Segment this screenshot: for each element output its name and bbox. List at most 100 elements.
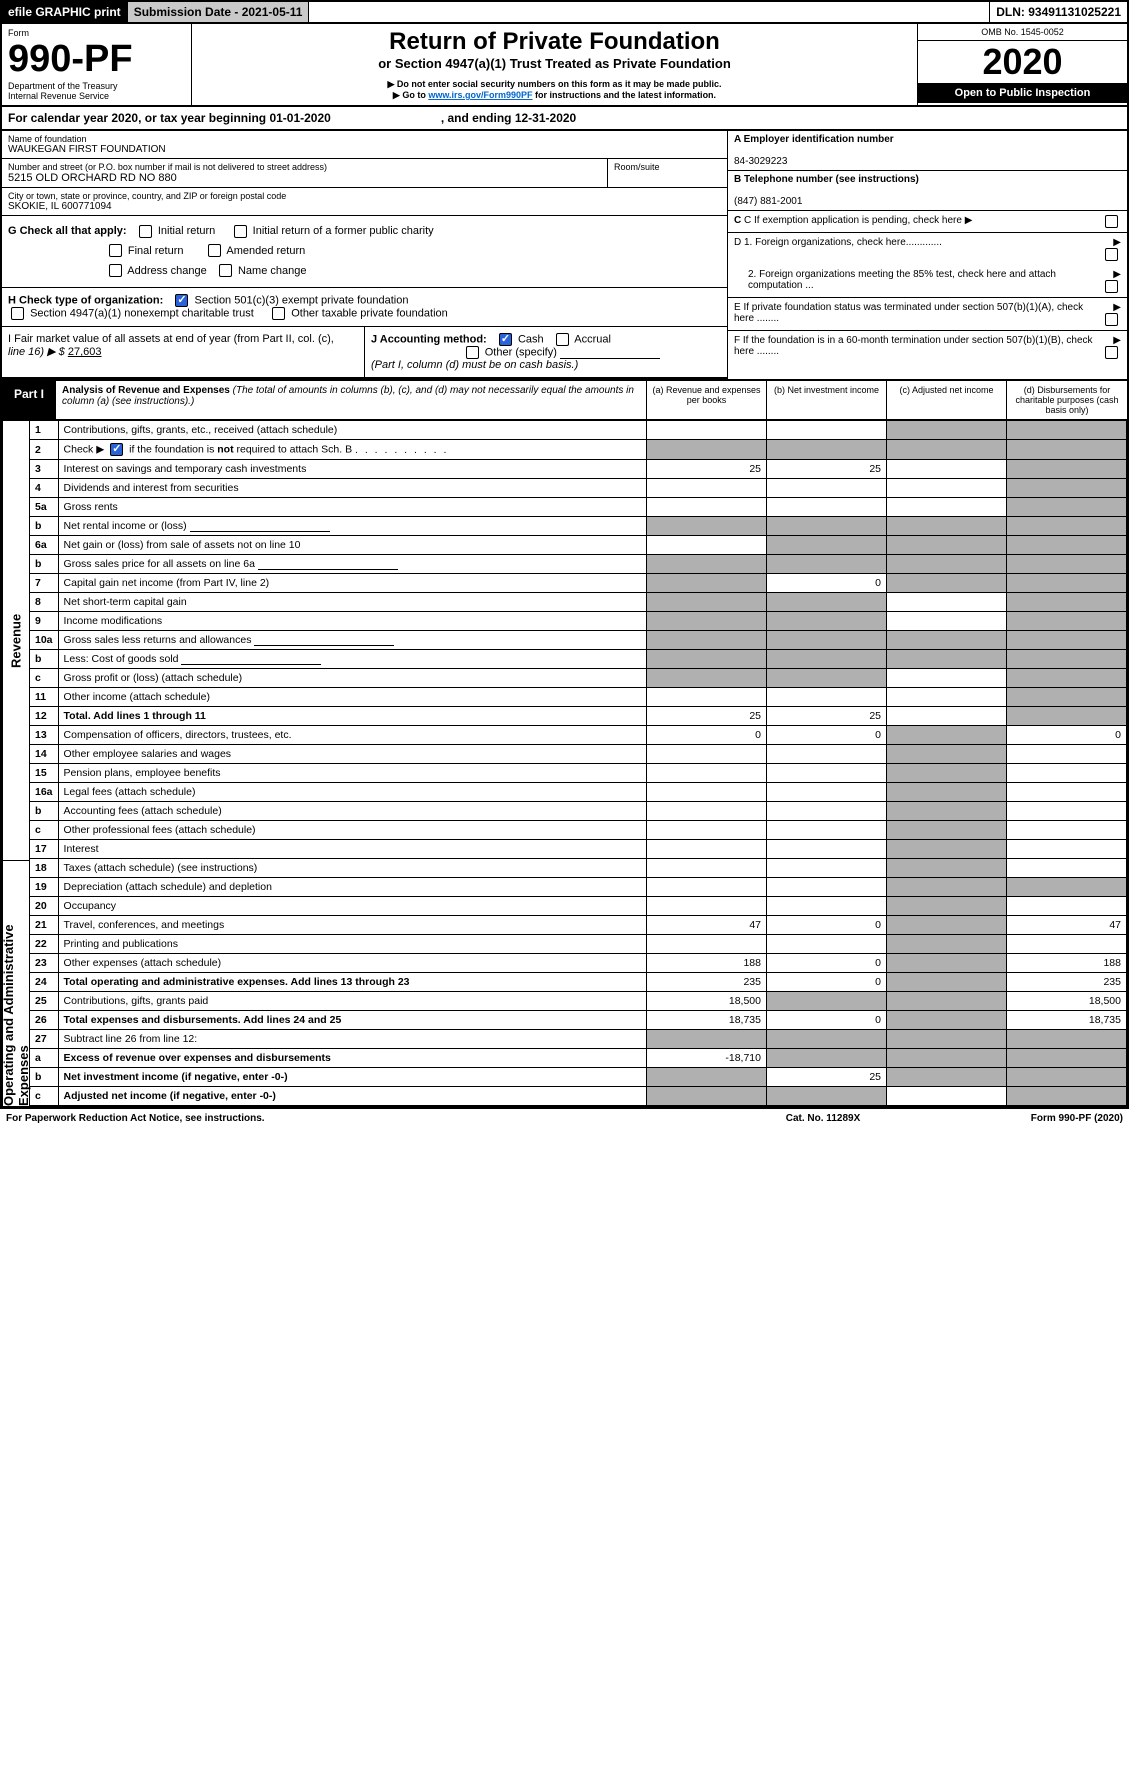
header: Form 990-PF Department of the Treasury I… [2, 24, 1127, 106]
side-labels: Revenue Operating and Administrative Exp… [2, 420, 30, 1106]
col-b-head: (b) Net investment income [767, 381, 887, 419]
analysis-table: 1Contributions, gifts, grants, etc., rec… [30, 420, 1127, 1106]
checkbox-c[interactable] [1105, 215, 1118, 228]
footer-left: For Paperwork Reduction Act Notice, see … [6, 1113, 723, 1124]
table-row: aExcess of revenue over expenses and dis… [30, 1049, 1127, 1068]
checkbox-accrual[interactable] [556, 333, 569, 346]
table-row: 1Contributions, gifts, grants, etc., rec… [30, 421, 1127, 440]
checkbox-f[interactable] [1105, 346, 1118, 359]
row-e: E If private foundation status was termi… [728, 298, 1127, 331]
col-d-head: (d) Disbursements for charitable purpose… [1007, 381, 1127, 419]
section-g: G Check all that apply: Initial return I… [2, 216, 727, 288]
phone-cell: B Telephone number (see instructions) (8… [728, 171, 1127, 211]
foundation-name: WAUKEGAN FIRST FOUNDATION [8, 144, 721, 155]
table-row: bNet investment income (if negative, ent… [30, 1068, 1127, 1087]
checkbox-address[interactable] [109, 264, 122, 277]
table-row: bNet rental income or (loss) [30, 517, 1127, 536]
table-row: 5aGross rents [30, 498, 1127, 517]
col-a-head: (a) Revenue and expenses per books [647, 381, 767, 419]
note-ssn: ▶ Do not enter social security numbers o… [198, 79, 911, 90]
fmv-value: 27,603 [68, 346, 102, 358]
table-row: 20Occupancy [30, 897, 1127, 916]
efile-label: efile GRAPHIC print [2, 2, 128, 22]
phone: (847) 881-2001 [734, 196, 802, 207]
checkbox-cash[interactable] [499, 333, 512, 346]
footer-mid: Cat. No. 11289X [723, 1113, 923, 1124]
checkbox-amended[interactable] [208, 244, 221, 257]
table-row: 18Taxes (attach schedule) (see instructi… [30, 859, 1127, 878]
open-public: Open to Public Inspection [918, 83, 1127, 103]
side-revenue: Revenue [2, 420, 30, 860]
table-row: cAdjusted net income (if negative, enter… [30, 1087, 1127, 1106]
section-i: I Fair market value of all assets at end… [2, 327, 365, 377]
table-row: 21Travel, conferences, and meetings47047 [30, 916, 1127, 935]
table-row: 3Interest on savings and temporary cash … [30, 460, 1127, 479]
footer: For Paperwork Reduction Act Notice, see … [0, 1108, 1129, 1128]
table-row: 15Pension plans, employee benefits [30, 764, 1127, 783]
ein-cell: A Employer identification number 84-3029… [728, 131, 1127, 171]
note-goto: ▶ Go to www.irs.gov/Form990PF for instru… [198, 90, 911, 101]
section-j: J Accounting method: Cash Accrual Other … [365, 327, 727, 377]
row-c: C C If exemption application is pending,… [728, 211, 1127, 233]
table-row: 10aGross sales less returns and allowanc… [30, 631, 1127, 650]
ein: 84-3029223 [734, 156, 787, 167]
dln: DLN: 93491131025221 [989, 2, 1127, 22]
street: 5215 OLD ORCHARD RD NO 880 [8, 172, 601, 184]
checkbox-e[interactable] [1105, 313, 1118, 326]
checkbox-initial[interactable] [139, 225, 152, 238]
table-row: 22Printing and publications [30, 935, 1127, 954]
checkbox-d1[interactable] [1105, 248, 1118, 261]
col-c-head: (c) Adjusted net income [887, 381, 1007, 419]
row-d2: 2. Foreign organizations meeting the 85%… [728, 265, 1127, 298]
form-word: Form [8, 28, 185, 38]
table-row: 24Total operating and administrative exp… [30, 973, 1127, 992]
checkbox-other-tax[interactable] [272, 307, 285, 320]
checkbox-initial-former[interactable] [234, 225, 247, 238]
irs: Internal Revenue Service [8, 91, 185, 101]
dept: Department of the Treasury [8, 81, 185, 91]
table-row: 9Income modifications [30, 612, 1127, 631]
part1-desc: Analysis of Revenue and Expenses (The to… [56, 381, 647, 419]
addr-cell: Number and street (or P.O. box number if… [2, 159, 607, 187]
omb: OMB No. 1545-0052 [918, 24, 1127, 41]
table-row: bGross sales price for all assets on lin… [30, 555, 1127, 574]
table-row: 12Total. Add lines 1 through 112525 [30, 707, 1127, 726]
submission-date: Submission Date - 2021-05-11 [128, 2, 310, 22]
topbar: efile GRAPHIC print Submission Date - 20… [2, 2, 1127, 24]
calendar-year-row: For calendar year 2020, or tax year begi… [2, 106, 1127, 131]
checkbox-501c3[interactable] [175, 294, 188, 307]
side-opex: Operating and Administrative Expenses [2, 860, 30, 1106]
section-h: H Check type of organization: Section 50… [2, 288, 727, 327]
calyear-end: , and ending 12-31-2020 [441, 111, 576, 125]
part1-header: Part I Analysis of Revenue and Expenses … [2, 381, 1127, 420]
table-row: 7Capital gain net income (from Part IV, … [30, 574, 1127, 593]
analysis-grid: Revenue Operating and Administrative Exp… [2, 420, 1127, 1106]
table-row: 8Net short-term capital gain [30, 593, 1127, 612]
form-page: efile GRAPHIC print Submission Date - 20… [0, 0, 1129, 1108]
part1-label: Part I [2, 381, 56, 419]
table-row: 11Other income (attach schedule) [30, 688, 1127, 707]
header-right: OMB No. 1545-0052 2020 Open to Public In… [917, 24, 1127, 105]
irs-link[interactable]: www.irs.gov/Form990PF [428, 90, 532, 100]
info-left: Name of foundation WAUKEGAN FIRST FOUNDA… [2, 131, 727, 379]
form-subtitle: or Section 4947(a)(1) Trust Treated as P… [198, 56, 911, 71]
table-row: 19Depreciation (attach schedule) and dep… [30, 878, 1127, 897]
checkbox-d2[interactable] [1105, 280, 1118, 293]
checkbox-final[interactable] [109, 244, 122, 257]
info-grid: Name of foundation WAUKEGAN FIRST FOUNDA… [2, 131, 1127, 381]
table-row: 26Total expenses and disbursements. Add … [30, 1011, 1127, 1030]
row-f: F If the foundation is in a 60-month ter… [728, 331, 1127, 363]
form-number: 990-PF [8, 38, 185, 81]
room-cell: Room/suite [607, 159, 727, 187]
table-row: bLess: Cost of goods sold [30, 650, 1127, 669]
table-row: 14Other employee salaries and wages [30, 745, 1127, 764]
table-row: 25Contributions, gifts, grants paid18,50… [30, 992, 1127, 1011]
table-row: 6aNet gain or (loss) from sale of assets… [30, 536, 1127, 555]
checkbox-4947[interactable] [11, 307, 24, 320]
table-row: 23Other expenses (attach schedule)188018… [30, 954, 1127, 973]
table-row: 2Check ▶ if the foundation is not requir… [30, 440, 1127, 460]
table-row: cOther professional fees (attach schedul… [30, 821, 1127, 840]
checkbox-name[interactable] [219, 264, 232, 277]
checkbox-other-method[interactable] [466, 346, 479, 359]
form-title: Return of Private Foundation [198, 28, 911, 56]
